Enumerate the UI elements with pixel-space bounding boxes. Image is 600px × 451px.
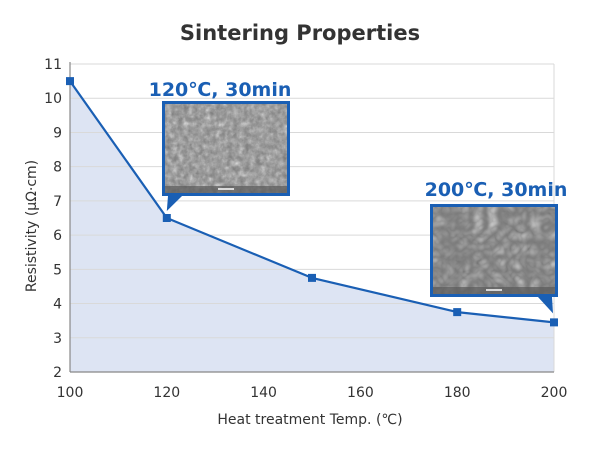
x-axis-label: Heat treatment Temp. (℃) xyxy=(217,412,402,428)
chart-title: Sintering Properties xyxy=(180,21,420,45)
y-tick-label: 6 xyxy=(53,228,62,244)
series-area-fill xyxy=(70,81,554,372)
y-tick-label: 3 xyxy=(53,331,62,347)
x-tick-label: 180 xyxy=(444,385,471,401)
y-tick-label: 5 xyxy=(53,262,62,278)
data-point xyxy=(308,273,316,282)
annotation-label: 120℃, 30min xyxy=(149,79,292,101)
annotation-label: 200℃, 30min xyxy=(425,179,568,201)
data-point xyxy=(453,308,462,317)
x-tick-label: 120 xyxy=(153,385,180,401)
sem-micrograph xyxy=(165,104,287,193)
data-point xyxy=(162,214,171,222)
annotation-pointer xyxy=(538,297,553,314)
y-tick-label: 9 xyxy=(53,125,62,141)
x-tick-label: 100 xyxy=(57,385,84,401)
y-tick-label: 11 xyxy=(44,57,62,73)
annotation-2: 200℃, 30min xyxy=(425,179,568,314)
y-tick-label: 2 xyxy=(53,365,62,381)
y-axis-label: Resistivity (μΩ·cm) xyxy=(24,160,40,292)
annotation-pointer xyxy=(166,196,182,211)
y-tick-label: 4 xyxy=(53,297,62,313)
x-tick-label: 140 xyxy=(250,385,277,401)
sem-micrograph xyxy=(433,207,555,294)
data-point xyxy=(550,318,558,327)
y-tick-label: 8 xyxy=(53,160,62,176)
y-tick-label: 7 xyxy=(53,194,62,210)
y-tick-label: 10 xyxy=(44,91,62,107)
annotation-1: 120℃, 30min xyxy=(149,79,292,211)
x-tick-label: 160 xyxy=(347,385,374,401)
x-tick-label: 200 xyxy=(541,385,568,401)
data-point xyxy=(66,77,74,86)
